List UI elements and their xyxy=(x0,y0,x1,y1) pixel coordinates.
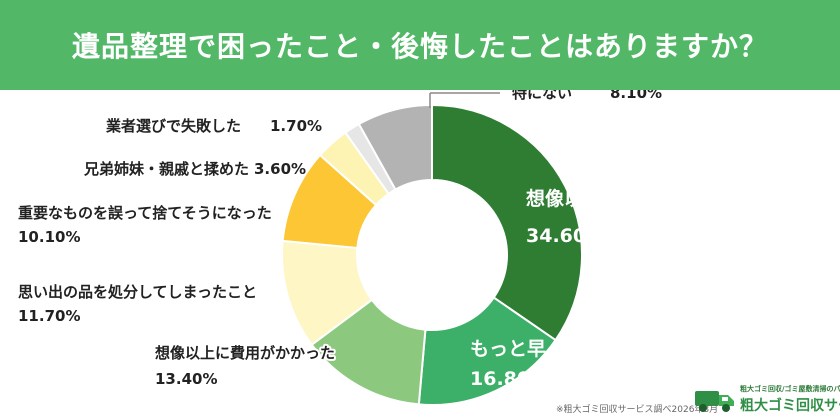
slice-label-6: 兄弟姉妹・親戚と揉めた xyxy=(83,160,249,178)
slice-value-4: 11.70% xyxy=(18,307,80,325)
slice-value-6: 3.60% xyxy=(254,160,306,178)
slice-label-3: 想像以上に費用がかかった xyxy=(154,344,335,362)
brand-tagline: 粗大ゴミ回収/ゴミ屋敷清掃のパイオニア xyxy=(740,385,840,393)
slice-value-5: 10.10% xyxy=(18,228,80,246)
truck-icon xyxy=(695,391,734,412)
slice-label-2: もっと早く着手すればよかった xyxy=(470,337,736,360)
header-banner: 遺品整理で困ったこと・後悔したことはありますか？ xyxy=(0,0,840,90)
donut-slices xyxy=(281,103,583,406)
brand-name: 粗大ゴミ回収サービス xyxy=(740,398,840,414)
source-note: ※粗大ゴミ回収サービス調べ2026年3月 xyxy=(556,405,719,415)
slice-label-4: 思い出の品を処分してしまったこと xyxy=(18,283,257,301)
slice-value-3: 13.40% xyxy=(155,370,217,388)
slice-label-7: 業者選びで失敗した xyxy=(105,117,241,135)
slice-value-2: 16.80% xyxy=(470,368,549,390)
slice-label-1: 想像以上に時間がかかった xyxy=(526,187,754,210)
page-title: 遺品整理で困ったこと・後悔したことはありますか？ xyxy=(71,30,768,63)
brand-logo: 粗大ゴミ回収/ゴミ屋敷清掃のパイオニア 粗大ゴミ回収サービス xyxy=(694,384,840,416)
donut-hole xyxy=(357,180,507,330)
slice-labels: 想像以上に時間がかかった 34.60% もっと早く着手すればよかった 16.80% 想像… xyxy=(16,82,754,390)
slice-value-7: 1.70% xyxy=(270,117,322,135)
slice-value-1: 34.60% xyxy=(526,225,605,247)
slice-label-5: 重要なものを誤って捨てそうになった xyxy=(18,204,272,222)
